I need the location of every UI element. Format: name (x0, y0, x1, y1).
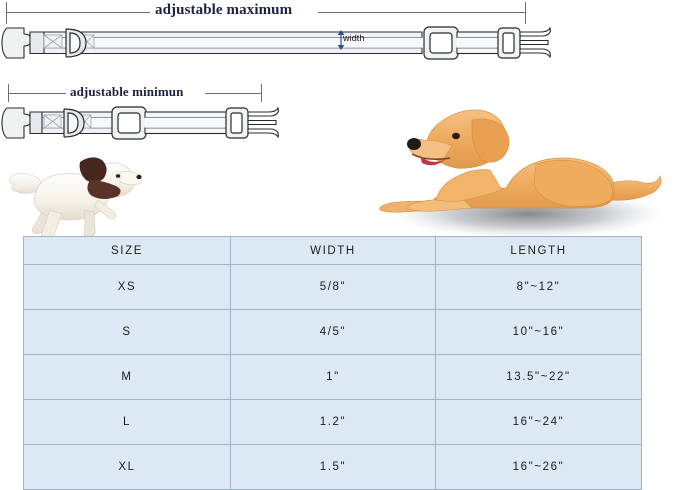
running-dog-front-leg-raised (93, 199, 117, 219)
max-dimension-tick-left (6, 2, 7, 24)
slider-buckle (423, 26, 459, 60)
cell-length: 8"~12" (435, 264, 642, 310)
table-row: S 4/5" 10"~16" (23, 309, 642, 355)
column-header-length: LENGTH (435, 236, 642, 265)
running-dog-front-leg-far (83, 209, 96, 239)
dog-eye (452, 132, 460, 140)
max-dimension-line-left (6, 12, 150, 13)
strap-bottom-edge (29, 47, 423, 55)
cell-width: 1.2" (230, 399, 436, 445)
buckle-prongs-min (247, 106, 279, 139)
cell-length: 10"~16" (435, 309, 642, 355)
cell-width: 4/5" (230, 309, 436, 355)
min-dimension-line-left (8, 93, 66, 94)
max-dimension-line-right (318, 12, 525, 13)
cell-size: XL (23, 444, 231, 490)
table-row: L 1.2" 16"~24" (23, 399, 642, 445)
column-header-width: WIDTH (230, 236, 436, 265)
dog-mouth (411, 153, 451, 161)
running-dog-mouth-patch (87, 180, 121, 199)
table-header-row: SIZE WIDTH LENGTH (23, 236, 642, 265)
adjustable-minimum-label: adjustable minimun (70, 84, 184, 99)
collar-end-tab (1, 27, 32, 59)
width-label: width (343, 33, 365, 43)
release-buckle-min (225, 107, 249, 139)
dog-ear (471, 118, 510, 163)
max-dimension-tick-right (525, 2, 526, 24)
d-ring-min (63, 108, 85, 138)
width-callout-arrow (337, 30, 345, 50)
adjustable-maximum-label: adjustable maximum (155, 2, 293, 18)
dog-haunch (533, 159, 613, 207)
cell-width: 1.5" (230, 444, 436, 490)
running-dog-illustration (9, 157, 142, 240)
cell-size: XS (23, 264, 231, 310)
dog-tongue (420, 156, 446, 166)
dog-chest (435, 169, 503, 203)
table-row: XS 5/8" 8"~12" (23, 264, 642, 310)
golden-retriever-illustration (379, 109, 663, 238)
collar-end-tab-min (1, 107, 32, 139)
running-dog-eye (115, 174, 121, 178)
cell-size: M (23, 354, 231, 400)
min-dimension-line-right (205, 93, 261, 94)
cell-length: 16"~24" (435, 399, 642, 445)
dog-nose (407, 138, 421, 150)
cell-length: 16"~26" (435, 444, 642, 490)
d-ring (65, 28, 87, 58)
table-row: M 1" 13.5"~22" (23, 354, 642, 400)
collar-diagram-maximum (1, 26, 551, 60)
slider-buckle-min (111, 106, 147, 140)
cell-length: 13.5"~22" (435, 354, 642, 400)
release-buckle (497, 27, 521, 59)
cell-width: 1" (230, 354, 436, 400)
collar-diagram-minimum (1, 106, 279, 140)
running-dog-tail (9, 173, 45, 194)
min-dimension-tick-right (261, 84, 262, 102)
cell-size: S (23, 309, 231, 355)
table-row: XL 1.5" 16"~26" (23, 444, 642, 490)
size-chart-table: SIZE WIDTH LENGTH XS 5/8" 8"~12" S 4/5" … (23, 236, 642, 490)
running-dog-snout (119, 171, 142, 186)
running-dog-nose (136, 174, 142, 180)
cell-size: L (23, 399, 231, 445)
column-header-size: SIZE (23, 236, 231, 265)
running-dog-ear-patch (79, 157, 107, 183)
buckle-prongs (519, 26, 551, 59)
cell-width: 5/8" (230, 264, 436, 310)
